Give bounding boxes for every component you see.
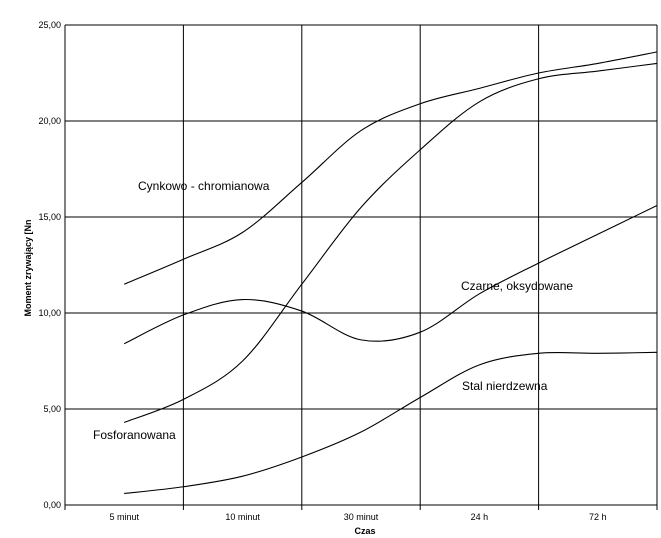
- x-tick-label: 72 h: [589, 512, 607, 522]
- grid-layer: [64, 24, 658, 510]
- series-label-czarne: Czarne, oksydowane: [461, 279, 573, 293]
- series-line-2: [123, 204, 658, 345]
- series-label-stal: Stal nierdzewna: [462, 379, 548, 393]
- series-label-fosforanowana: Fosforanowana: [93, 428, 176, 442]
- tick-layer: 0,00 5,00 10,00 15,00 20,00 25,00 5 minut 10 mi…: [38, 20, 606, 522]
- x-axis-title: Czas: [354, 526, 375, 536]
- series-label-cynkowo: Cynkowo - chromianowa: [138, 179, 270, 193]
- series-line-3: [124, 351, 658, 495]
- y-tick-label: 5,00: [43, 404, 61, 414]
- x-tick-label: 24 h: [471, 512, 489, 522]
- y-axis-title: Moment zrywający [Nn: [23, 219, 33, 316]
- series-line-0: [123, 51, 658, 285]
- y-tick-label: 20,00: [38, 116, 61, 126]
- series-line-1: [124, 62, 658, 423]
- y-tick-label: 10,00: [38, 308, 61, 318]
- y-tick-label: 0,00: [43, 500, 61, 510]
- y-tick-label: 25,00: [38, 20, 61, 30]
- series-layer: [123, 51, 658, 495]
- x-tick-label: 10 minut: [225, 512, 260, 522]
- x-tick-label: 5 minut: [109, 512, 139, 522]
- x-tick-label: 30 minut: [344, 512, 379, 522]
- y-tick-label: 15,00: [38, 212, 61, 222]
